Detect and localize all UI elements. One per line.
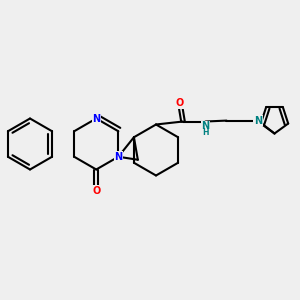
Text: N: N	[201, 121, 210, 131]
Text: O: O	[176, 98, 184, 109]
Text: O: O	[92, 185, 100, 196]
Text: H: H	[202, 128, 209, 137]
Text: N: N	[254, 116, 262, 126]
Text: N: N	[92, 113, 100, 124]
Text: N: N	[114, 152, 122, 162]
